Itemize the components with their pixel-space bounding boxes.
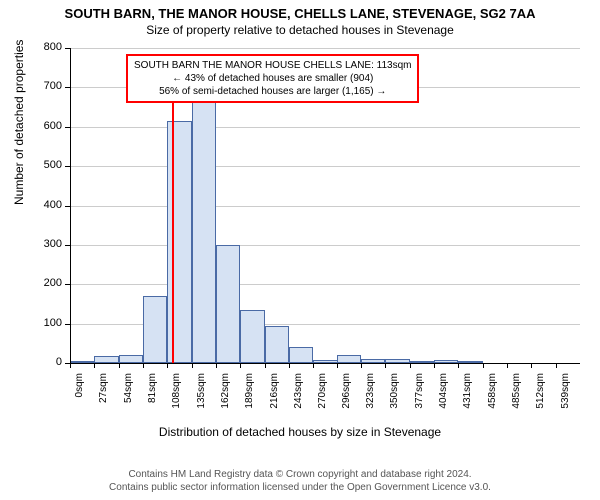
annotation-line: 56% of semi-detached houses are larger (… [134,85,411,98]
x-tick-label: 458sqm [487,373,498,417]
credits-line-2: Contains public sector information licen… [0,481,600,494]
y-tick-label: 500 [32,159,62,171]
x-tick-label: 539sqm [560,373,571,417]
x-tick-label: 243sqm [293,373,304,417]
x-tick [458,363,459,368]
x-tick [361,363,362,368]
y-tick-label: 100 [32,317,62,329]
annotation-line: ← 43% of detached houses are smaller (90… [134,72,411,85]
histogram-bar [119,355,143,363]
x-tick [556,363,557,368]
x-tick [94,363,95,368]
x-tick-label: 135sqm [196,373,207,417]
x-tick-label: 296sqm [341,373,352,417]
x-tick-label: 0sqm [74,373,85,417]
y-tick-label: 300 [32,238,62,250]
x-tick [167,363,168,368]
histogram-bar [240,310,264,363]
x-tick-label: 270sqm [317,373,328,417]
marker-line [172,80,174,364]
credits-text: Contains HM Land Registry data © Crown c… [0,468,600,494]
x-axis-line [70,363,580,364]
annotation-line: SOUTH BARN THE MANOR HOUSE CHELLS LANE: … [134,59,411,72]
gridline [70,245,580,246]
x-tick-label: 350sqm [389,373,400,417]
x-tick [119,363,120,368]
x-tick [70,363,71,368]
y-tick-label: 800 [32,41,62,53]
x-tick-label: 431sqm [462,373,473,417]
x-tick-label: 27sqm [98,373,109,417]
histogram-bar [94,356,118,363]
x-axis-title: Distribution of detached houses by size … [0,425,600,439]
credits-line-1: Contains HM Land Registry data © Crown c… [0,468,600,481]
x-tick [410,363,411,368]
histogram-bar [143,296,167,363]
histogram-bar [192,99,216,363]
x-tick [434,363,435,368]
x-tick-label: 162sqm [220,373,231,417]
annotation-callout: SOUTH BARN THE MANOR HOUSE CHELLS LANE: … [126,54,419,103]
x-tick [143,363,144,368]
x-tick-label: 216sqm [269,373,280,417]
y-tick-label: 700 [32,80,62,92]
x-tick [240,363,241,368]
x-tick-label: 81sqm [147,373,158,417]
x-tick-label: 54sqm [123,373,134,417]
x-tick-label: 512sqm [535,373,546,417]
x-tick-label: 323sqm [365,373,376,417]
gridline [70,206,580,207]
y-tick-label: 400 [32,199,62,211]
x-tick [507,363,508,368]
y-tick-label: 200 [32,277,62,289]
histogram-bar [216,245,240,363]
x-tick-label: 404sqm [438,373,449,417]
page-subtitle: Size of property relative to detached ho… [0,21,600,37]
x-tick [289,363,290,368]
x-tick [265,363,266,368]
x-tick [483,363,484,368]
x-tick [192,363,193,368]
histogram-bar [289,347,313,363]
x-tick [313,363,314,368]
x-tick [385,363,386,368]
y-axis-title: Number of detached properties [12,40,26,205]
gridline [70,166,580,167]
gridline [70,48,580,49]
x-tick [531,363,532,368]
y-axis-line [70,48,71,363]
histogram-bar [265,326,289,363]
y-tick-label: 0 [32,356,62,368]
x-tick-label: 485sqm [511,373,522,417]
x-tick [337,363,338,368]
gridline [70,127,580,128]
x-tick [216,363,217,368]
histogram-bar [337,355,361,363]
x-tick-label: 377sqm [414,373,425,417]
x-tick-label: 189sqm [244,373,255,417]
x-tick-label: 108sqm [171,373,182,417]
y-tick-label: 600 [32,120,62,132]
gridline [70,284,580,285]
page-title: SOUTH BARN, THE MANOR HOUSE, CHELLS LANE… [0,0,600,21]
